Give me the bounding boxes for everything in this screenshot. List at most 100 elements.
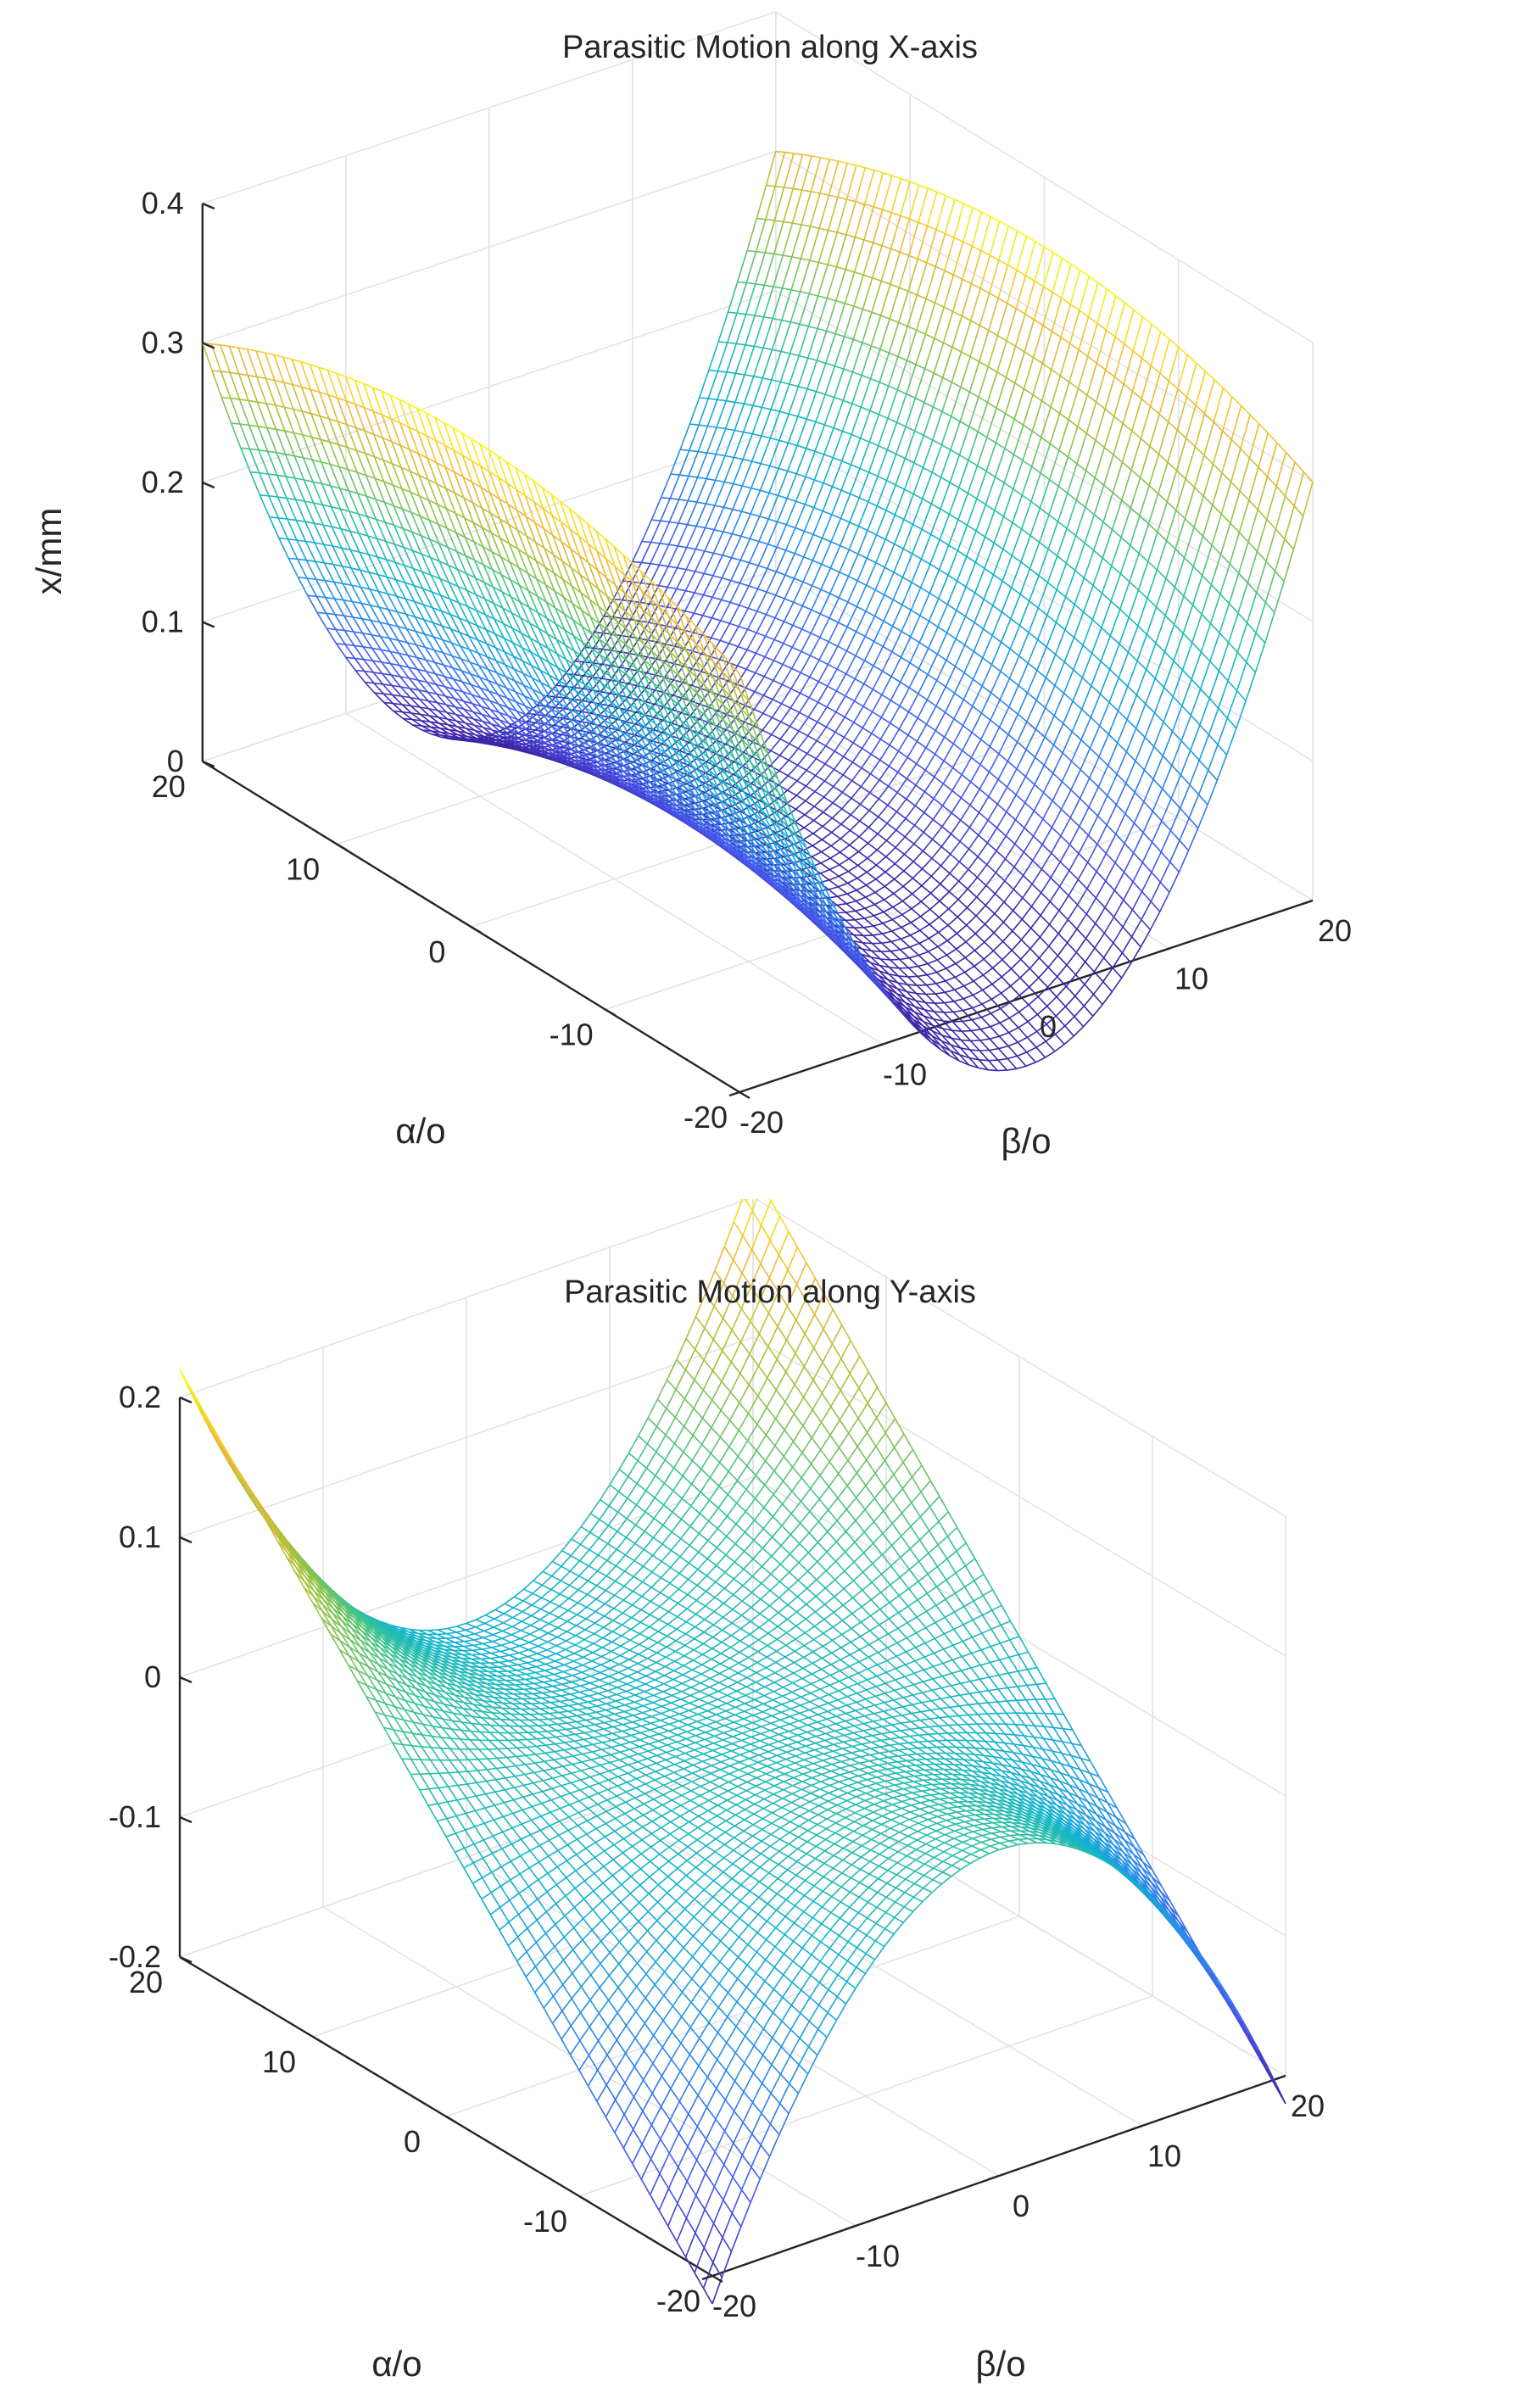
mesh-segment (734, 374, 745, 403)
mesh-segment (854, 678, 865, 685)
mesh-segment (372, 410, 382, 416)
mesh-segment (870, 753, 881, 761)
mesh-segment (325, 597, 336, 616)
mesh-segment (622, 580, 633, 583)
mesh-segment (248, 425, 259, 450)
mesh-segment (673, 662, 684, 667)
mesh-segment (628, 638, 640, 655)
mesh-segment (1057, 493, 1069, 522)
mesh-segment (274, 380, 285, 408)
mesh-segment (391, 684, 401, 688)
mesh-segment (937, 626, 948, 633)
mesh-segment (294, 455, 304, 459)
mesh-segment (792, 222, 802, 226)
mesh-segment (410, 705, 421, 708)
mesh-segment (488, 680, 499, 695)
mesh-segment (411, 712, 421, 716)
mesh-segment (465, 728, 476, 736)
mesh-segment (881, 280, 891, 285)
mesh-segment (393, 524, 404, 530)
mesh-segment (801, 609, 812, 630)
mesh-segment (868, 833, 879, 845)
mesh-segment (685, 589, 695, 594)
mesh-segment (265, 403, 276, 406)
mesh-segment (687, 523, 697, 527)
mesh-segment (907, 325, 918, 332)
mesh-segment (855, 167, 867, 203)
mesh-segment (391, 674, 400, 678)
mesh-segment (788, 748, 799, 761)
mesh-segment (720, 580, 732, 600)
mesh-segment (913, 831, 924, 845)
mesh-segment (448, 723, 457, 728)
mesh-segment (848, 526, 860, 550)
mesh-segment (544, 729, 554, 735)
mesh-segment (788, 386, 800, 415)
mesh-segment (883, 172, 893, 176)
mesh-segment (1059, 412, 1069, 421)
mesh-segment (847, 864, 859, 873)
mesh-segment (796, 444, 806, 449)
mesh-segment (257, 426, 269, 452)
mesh-segment (1106, 329, 1116, 337)
mesh-segment (511, 596, 521, 603)
mesh-segment (490, 723, 502, 733)
mesh-segment (605, 761, 617, 773)
mesh-segment (667, 522, 679, 545)
mesh-segment (707, 371, 719, 399)
mesh-segment (917, 258, 928, 264)
mesh-segment (888, 385, 898, 391)
mesh-segment (711, 599, 723, 619)
mesh-segment (823, 482, 833, 488)
mesh-segment (483, 582, 494, 604)
mesh-segment (886, 811, 898, 824)
mesh-segment (333, 598, 345, 616)
mesh-segment (808, 326, 818, 330)
mesh-segment (278, 538, 289, 559)
mesh-segment (549, 674, 560, 693)
mesh-segment (831, 808, 843, 819)
mesh-segment (619, 681, 628, 684)
mesh-segment (901, 553, 913, 578)
mesh-segment (813, 796, 825, 807)
mesh-segment (454, 698, 464, 702)
mesh-segment (756, 632, 766, 637)
mesh-segment (916, 329, 926, 335)
mesh-segment (810, 157, 822, 192)
mesh-segment (432, 607, 443, 627)
mesh-segment (817, 295, 828, 299)
mesh-segment (807, 735, 817, 742)
mesh-segment (325, 596, 335, 600)
mesh-segment (903, 843, 915, 856)
mesh-segment (706, 753, 717, 763)
mesh-segment (378, 590, 388, 594)
mesh-segment (1047, 548, 1058, 557)
mesh-segment (857, 530, 868, 555)
mesh-segment (805, 785, 816, 793)
mesh-segment (922, 471, 933, 499)
mesh-segment (440, 594, 450, 600)
mesh-segment (1038, 575, 1048, 583)
mesh-segment (851, 406, 862, 435)
mesh-segment (677, 566, 687, 571)
mesh-segment (602, 616, 614, 634)
mesh-segment (593, 701, 604, 709)
mesh-segment (791, 256, 801, 259)
mesh-segment (399, 652, 409, 656)
mesh-segment (898, 728, 909, 736)
mesh-segment (256, 401, 268, 428)
mesh-segment (770, 739, 781, 751)
mesh-segment (946, 632, 957, 640)
mesh-segment (929, 508, 941, 535)
mesh-segment (1028, 632, 1039, 640)
mesh-segment (1096, 362, 1107, 371)
mesh-segment (318, 366, 328, 371)
mesh-segment (783, 643, 793, 649)
mesh-segment (231, 422, 241, 425)
mesh-segment (868, 810, 879, 817)
mesh-segment (810, 226, 820, 229)
mesh-segment (295, 499, 305, 502)
mesh-segment (907, 756, 918, 765)
mesh-segment (605, 747, 615, 754)
mesh-segment (863, 683, 873, 690)
